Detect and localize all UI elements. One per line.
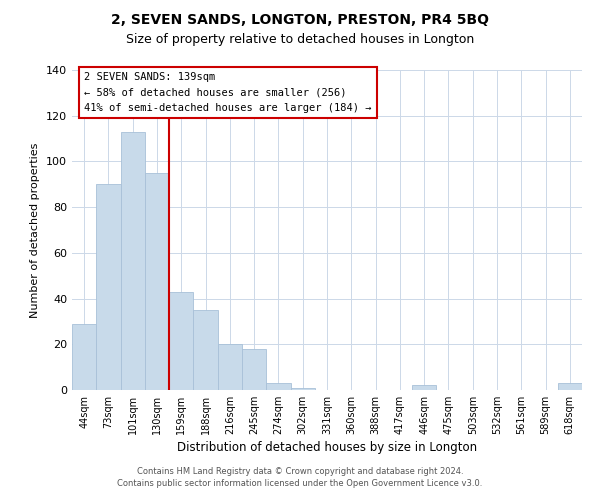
Bar	[72, 324, 96, 390]
Bar	[121, 132, 145, 390]
Bar	[412, 386, 436, 390]
Text: Size of property relative to detached houses in Longton: Size of property relative to detached ho…	[126, 32, 474, 46]
Bar	[218, 344, 242, 390]
Bar	[558, 383, 582, 390]
Bar	[266, 383, 290, 390]
Bar	[96, 184, 121, 390]
Text: 2 SEVEN SANDS: 139sqm
← 58% of detached houses are smaller (256)
41% of semi-det: 2 SEVEN SANDS: 139sqm ← 58% of detached …	[85, 72, 372, 112]
Text: 2, SEVEN SANDS, LONGTON, PRESTON, PR4 5BQ: 2, SEVEN SANDS, LONGTON, PRESTON, PR4 5B…	[111, 12, 489, 26]
Y-axis label: Number of detached properties: Number of detached properties	[31, 142, 40, 318]
Bar	[290, 388, 315, 390]
Text: Contains HM Land Registry data © Crown copyright and database right 2024.: Contains HM Land Registry data © Crown c…	[137, 467, 463, 476]
Bar	[169, 292, 193, 390]
Bar	[145, 173, 169, 390]
X-axis label: Distribution of detached houses by size in Longton: Distribution of detached houses by size …	[177, 441, 477, 454]
Text: Contains public sector information licensed under the Open Government Licence v3: Contains public sector information licen…	[118, 478, 482, 488]
Bar	[193, 310, 218, 390]
Bar	[242, 349, 266, 390]
